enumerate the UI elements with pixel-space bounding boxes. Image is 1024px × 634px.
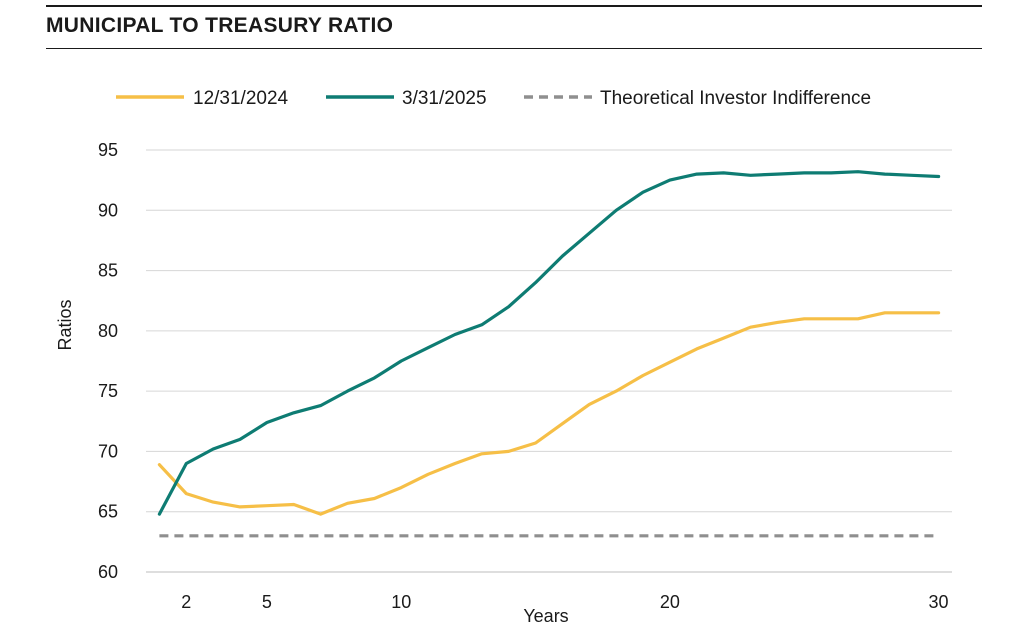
series-group — [157, 170, 941, 538]
gridlines — [146, 149, 952, 573]
y-axis-label: Ratios — [55, 299, 75, 350]
y-tick-label: 85 — [98, 261, 118, 281]
legend-label-2: Theoretical Investor Indifference — [600, 88, 871, 109]
legend: 12/31/2024 3/31/2025 Theoretical Investor … — [116, 88, 871, 109]
legend-label-0: 12/31/2024 — [193, 88, 289, 109]
top-rule — [46, 5, 982, 7]
y-tick-label: 80 — [98, 321, 118, 341]
y-tick-label: 60 — [98, 562, 118, 582]
x-tick-label: 30 — [929, 592, 949, 612]
y-tick-label: 95 — [98, 140, 118, 160]
y-axis: 60 65 70 75 80 85 90 95 — [98, 140, 118, 582]
x-tick-label: 2 — [181, 592, 191, 612]
chart-title: MUNICIPAL TO TREASURY RATIO — [46, 14, 394, 37]
series-line-0 — [157, 311, 941, 516]
y-tick-label: 90 — [98, 200, 118, 220]
y-tick-label: 70 — [98, 441, 118, 461]
x-tick-label: 5 — [262, 592, 272, 612]
y-tick-label: 75 — [98, 381, 118, 401]
series-line-1 — [157, 170, 941, 516]
x-axis-label: Years — [523, 606, 568, 626]
x-axis: 2 5 10 20 30 — [181, 592, 948, 612]
x-tick-label: 10 — [391, 592, 411, 612]
legend-label-1: 3/31/2025 — [402, 88, 487, 109]
title-rule — [46, 48, 982, 49]
y-tick-label: 65 — [98, 502, 118, 522]
x-tick-label: 20 — [660, 592, 680, 612]
